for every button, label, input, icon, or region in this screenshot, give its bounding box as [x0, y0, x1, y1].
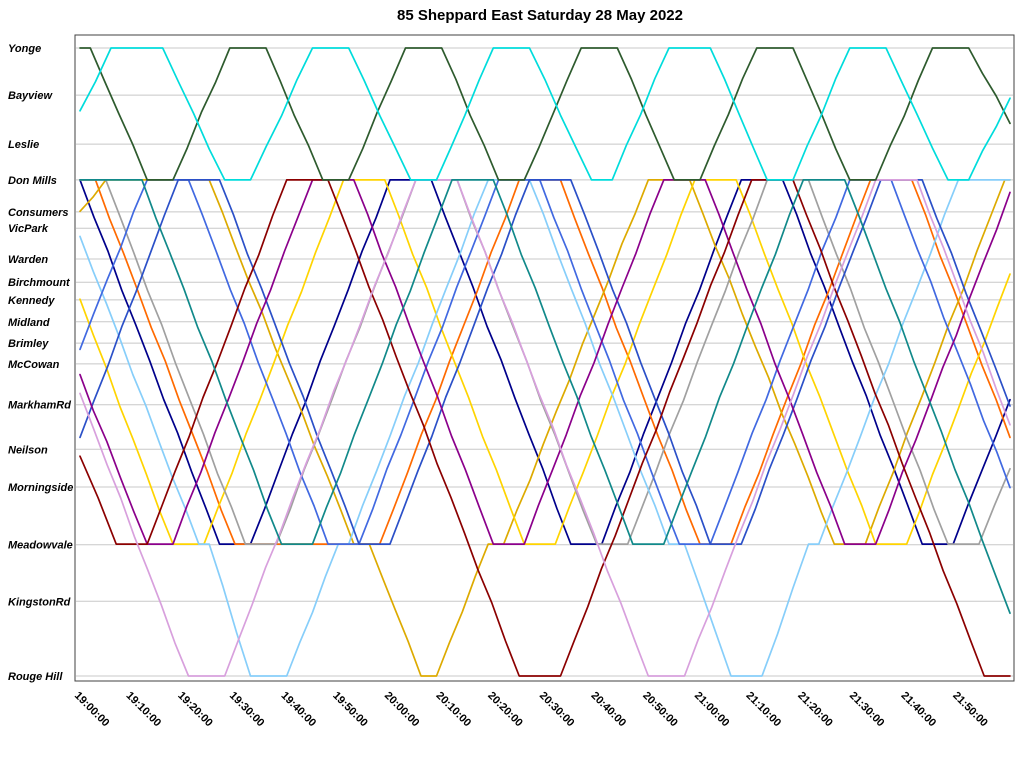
series-yellow: [79, 179, 1011, 545]
station-label: KingstonRd: [8, 596, 71, 608]
series-darkmagenta: [79, 179, 1011, 545]
station-label: Bayview: [8, 90, 53, 102]
x-tick-label: 21:10:00: [744, 690, 784, 730]
plot-border: [74, 34, 1015, 682]
x-tick-label: 19:10:00: [124, 690, 164, 730]
station-label: Leslie: [8, 139, 39, 151]
station-label: Kennedy: [8, 295, 55, 307]
series-gray: [79, 179, 1011, 545]
station-label: Midland: [8, 317, 50, 329]
x-tick-label: 20:40:00: [589, 690, 629, 730]
station-label: Don Mills: [8, 175, 57, 187]
x-tick-label: 21:50:00: [950, 690, 990, 730]
x-tick-label: 19:50:00: [330, 690, 370, 730]
station-label: Birchmount: [8, 277, 71, 289]
series-darkred: [79, 179, 1011, 677]
x-tick-label: 19:00:00: [72, 690, 112, 730]
station-label: McCowan: [8, 359, 60, 371]
grid-layer: [74, 34, 1015, 682]
x-tick-label: 19:40:00: [279, 690, 319, 730]
station-label: VicPark: [8, 223, 49, 235]
station-label: MarkhamRd: [8, 400, 71, 412]
station-label: Rouge Hill: [8, 671, 63, 683]
x-tick-label: 20:50:00: [640, 690, 680, 730]
x-tick-label: 21:00:00: [692, 690, 732, 730]
series-teal: [79, 179, 1011, 615]
station-label: Brimley: [8, 338, 49, 350]
series-mediumblue: [79, 179, 1011, 545]
x-tick-label: 21:20:00: [795, 690, 835, 730]
station-label: Morningside: [8, 482, 73, 494]
station-label: Neilson: [8, 444, 48, 456]
x-tick-label: 19:30:00: [227, 690, 267, 730]
series-shuttle-green: [79, 47, 1011, 181]
series-navy: [79, 179, 1011, 545]
station-label: Meadowvale: [8, 540, 73, 552]
x-tick-label: 20:30:00: [537, 690, 577, 730]
series-layer: [79, 47, 1011, 677]
x-tick-label: 19:20:00: [175, 690, 215, 730]
series-orange: [79, 179, 1011, 545]
x-tick-label: 20:10:00: [434, 690, 474, 730]
labels-layer: Yonge Bayview Leslie Don Mills Consumers VicP…: [8, 43, 990, 729]
chart-title: 85 Sheppard East Saturday 28 May 2022: [397, 7, 683, 24]
station-label: Warden: [8, 254, 48, 266]
series-shuttle-cyan: [79, 47, 1011, 181]
x-tick-label: 20:20:00: [485, 690, 525, 730]
x-tick-label: 20:00:00: [382, 690, 422, 730]
series-plum: [79, 179, 1011, 677]
x-tick-label: 21:40:00: [899, 690, 939, 730]
station-label: Yonge: [8, 43, 41, 55]
x-tick-label: 21:30:00: [847, 690, 887, 730]
station-label: Consumers: [8, 207, 69, 219]
